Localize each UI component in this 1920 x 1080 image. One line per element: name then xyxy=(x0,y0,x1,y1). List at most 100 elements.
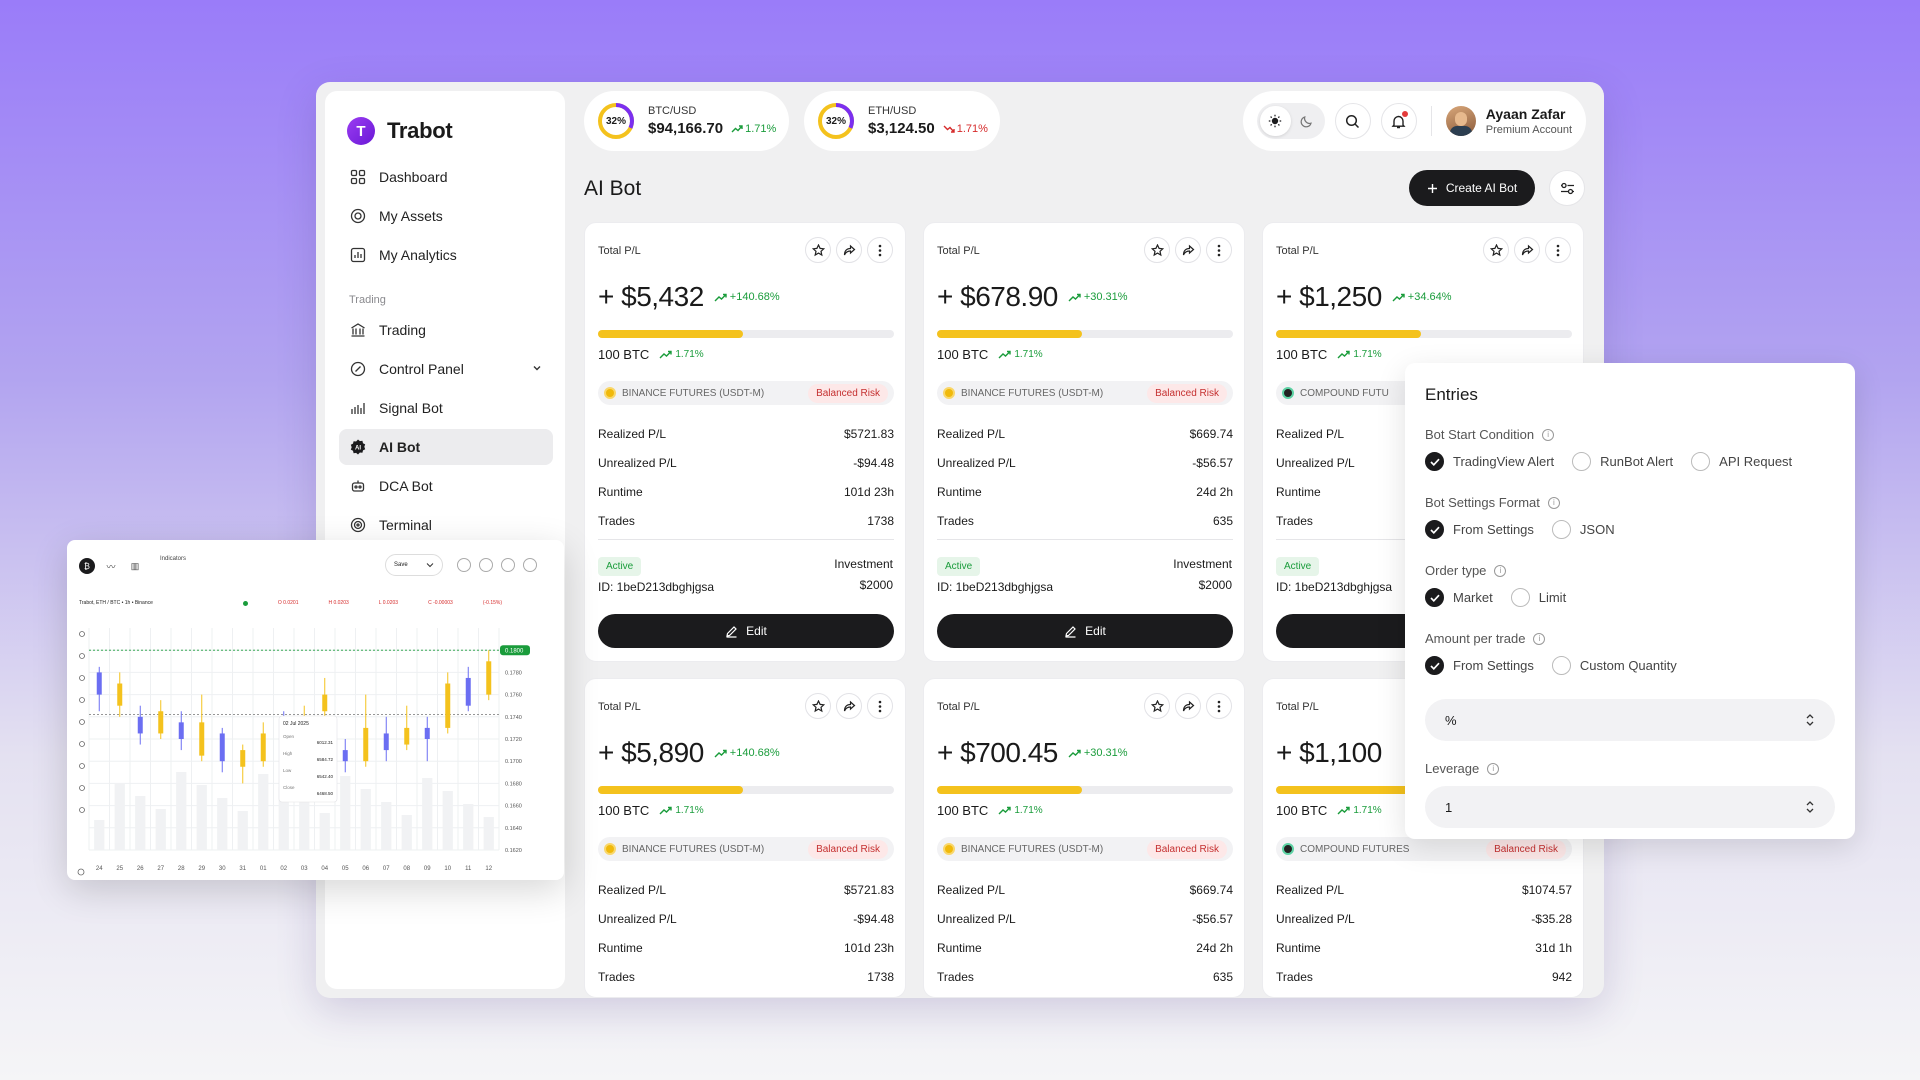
radio-checked-icon[interactable] xyxy=(1425,588,1444,607)
sidebar-item-dashboard[interactable]: Dashboard xyxy=(339,159,553,195)
bot-card[interactable]: Total P/L + $5,890 +140.68% 100 BTC 1.71… xyxy=(584,678,906,998)
star-button[interactable] xyxy=(1144,693,1170,719)
sidebar-item-terminal[interactable]: Terminal xyxy=(339,507,553,543)
more-button[interactable] xyxy=(1206,693,1232,719)
bot-card[interactable]: Total P/L + $678.90 +30.31% 100 BTC 1.71… xyxy=(923,222,1245,662)
sidebar-item-my-assets[interactable]: My Assets xyxy=(339,198,553,234)
info-icon[interactable]: i xyxy=(1487,762,1500,775)
sidebar-item-my-analytics[interactable]: My Analytics xyxy=(339,237,553,273)
total-pl-change: +30.31% xyxy=(1068,747,1128,759)
share-button[interactable] xyxy=(836,237,862,263)
radio-option[interactable]: API Request xyxy=(1691,452,1792,471)
ticker-btc[interactable]: 32% BTC/USD $94,166.70 1.71% xyxy=(584,91,789,151)
more-button[interactable] xyxy=(867,693,893,719)
radio-option[interactable]: Market xyxy=(1425,588,1493,607)
card-stat-realized: Realized P/L $5721.83 xyxy=(598,883,894,897)
chart-symbol-info: Trabot, ETH / BTC • 1h • Binance xyxy=(79,600,153,606)
radio-option[interactable]: From Settings xyxy=(1425,656,1534,675)
radio-checked-icon[interactable] xyxy=(1425,520,1444,539)
analytics-icon xyxy=(349,246,367,264)
trend-up-icon xyxy=(659,350,673,359)
card-title: Total P/L xyxy=(1276,701,1319,713)
edit-button[interactable]: Edit xyxy=(598,614,894,648)
radio-option[interactable]: TradingView Alert xyxy=(1425,452,1554,471)
card-stat-unrealized: Unrealized P/L -$94.48 xyxy=(598,912,894,926)
leverage-select[interactable]: 1 xyxy=(1425,786,1835,828)
sidebar-item-signal-bot[interactable]: Signal Bot xyxy=(339,390,553,426)
fullscreen-icon[interactable] xyxy=(501,558,515,572)
chevron-down-icon[interactable] xyxy=(531,361,543,377)
star-button[interactable] xyxy=(1483,237,1509,263)
radio-empty-icon[interactable] xyxy=(1510,588,1530,607)
sidebar-item-control-panel[interactable]: Control Panel xyxy=(339,351,553,387)
radio-option[interactable]: RunBot Alert xyxy=(1572,452,1673,471)
radio-option[interactable]: JSON xyxy=(1551,520,1615,539)
radio-option[interactable]: From Settings xyxy=(1425,520,1534,539)
radio-empty-icon[interactable] xyxy=(1572,452,1592,471)
save-select[interactable]: Save xyxy=(385,554,443,576)
progress-bar xyxy=(598,786,894,794)
indicators-button[interactable]: Indicators xyxy=(160,556,187,562)
radio-checked-icon[interactable] xyxy=(1425,452,1444,471)
x-tick-label: 28 xyxy=(178,866,185,872)
sidebar-item-dca-bot[interactable]: DCA Bot xyxy=(339,468,553,504)
camera-icon[interactable] xyxy=(523,558,537,572)
moon-icon[interactable] xyxy=(1291,106,1322,136)
star-button[interactable] xyxy=(1144,237,1170,263)
radio-option[interactable]: Limit xyxy=(1510,588,1566,607)
sidebar-item-ai-bot[interactable]: AI AI Bot xyxy=(339,429,553,465)
radio-checked-icon[interactable] xyxy=(1425,656,1444,675)
amount-unit-select[interactable]: % xyxy=(1425,699,1835,741)
share-button[interactable] xyxy=(1175,237,1201,263)
radio-empty-icon[interactable] xyxy=(1551,520,1571,539)
more-vertical-icon xyxy=(1217,244,1221,256)
btc-amount: 100 BTC xyxy=(1276,803,1328,818)
ticker-eth[interactable]: 32% ETH/USD $3,124.50 1.71% xyxy=(804,91,1000,151)
info-icon[interactable]: i xyxy=(1542,428,1555,441)
tooltip-key: Open xyxy=(283,734,295,739)
ticker-pair: ETH/USD xyxy=(868,105,917,117)
sun-icon[interactable] xyxy=(1259,106,1291,136)
risk-badge: Balanced Risk xyxy=(808,383,888,403)
volume-bar xyxy=(319,813,330,850)
share-button[interactable] xyxy=(1175,693,1201,719)
radio-option[interactable]: Custom Quantity xyxy=(1551,656,1677,675)
radio-group: From Settings Custom Quantity xyxy=(1425,656,1835,675)
line-chart-icon[interactable]: 〰 xyxy=(106,561,116,572)
share-button[interactable] xyxy=(1514,237,1540,263)
star-button[interactable] xyxy=(805,237,831,263)
progress-bar xyxy=(1276,330,1572,338)
more-button[interactable] xyxy=(1545,237,1571,263)
create-ai-bot-button[interactable]: Create AI Bot xyxy=(1409,170,1535,206)
chart-symbol-icon[interactable]: ₿ xyxy=(79,558,95,574)
more-button[interactable] xyxy=(867,237,893,263)
exchange-pill: BINANCE FUTURES (USDT-M) Balanced Risk xyxy=(598,381,894,405)
info-icon[interactable]: i xyxy=(1533,632,1546,645)
radio-empty-icon[interactable] xyxy=(1551,656,1571,675)
card-stat-label: Trades xyxy=(1276,970,1313,984)
brand[interactable]: T Trabot xyxy=(347,117,453,145)
settings-icon[interactable] xyxy=(457,558,471,572)
radio-empty-icon[interactable] xyxy=(1691,452,1711,471)
info-icon[interactable]: i xyxy=(1547,496,1560,509)
edit-button[interactable]: Edit xyxy=(937,614,1233,648)
btc-amount: 100 BTC xyxy=(598,347,650,362)
bot-id: ID: 1beD213dbghjgsa xyxy=(937,580,1054,594)
bot-card[interactable]: Total P/L + $5,432 +140.68% 100 BTC 1.71… xyxy=(584,222,906,662)
sidebar-item-trading[interactable]: Trading xyxy=(339,312,553,348)
x-tick-label: 26 xyxy=(137,866,144,872)
more-button[interactable] xyxy=(1206,237,1232,263)
bar-chart-icon[interactable]: ▥ xyxy=(130,560,140,571)
share-button[interactable] xyxy=(836,693,862,719)
candlestick-chart[interactable]: 0.1800 0.1780 0.1760 0.1740 0.1720 0.1700 0.16… xyxy=(67,620,564,880)
bot-card[interactable]: Total P/L + $700.45 +30.31% 100 BTC 1.71… xyxy=(923,678,1245,998)
gear-icon[interactable] xyxy=(479,558,493,572)
notifications-button[interactable] xyxy=(1380,103,1417,139)
theme-toggle[interactable] xyxy=(1256,103,1325,139)
filter-button[interactable] xyxy=(1549,170,1585,206)
user-info[interactable]: Ayaan Zafar Premium Account xyxy=(1486,106,1572,136)
info-icon[interactable]: i xyxy=(1494,564,1507,577)
star-button[interactable] xyxy=(805,693,831,719)
search-button[interactable] xyxy=(1334,103,1371,139)
avatar[interactable] xyxy=(1445,106,1476,136)
